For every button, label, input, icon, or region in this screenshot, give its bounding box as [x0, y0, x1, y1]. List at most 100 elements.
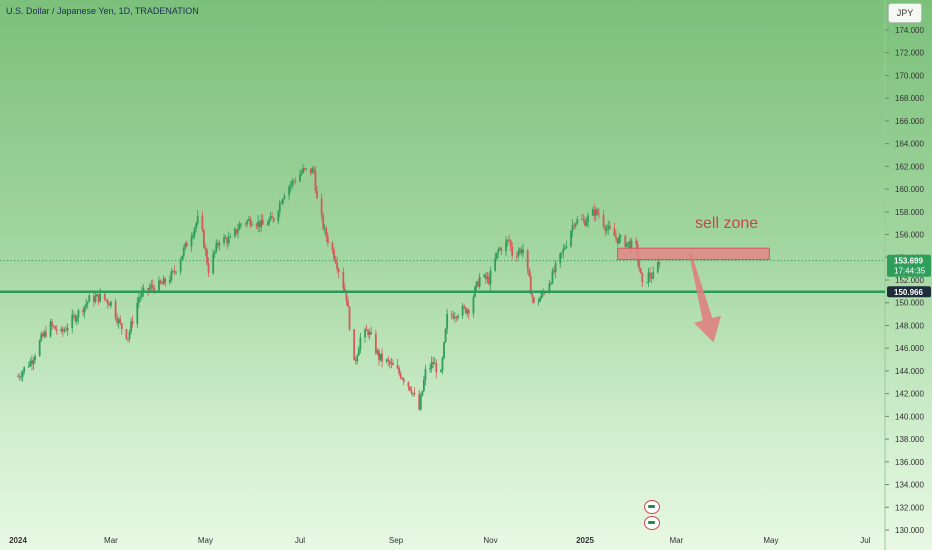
candle-body: [410, 390, 413, 394]
candle-body: [258, 221, 261, 228]
candle-body: [639, 268, 642, 274]
candle-body: [224, 237, 227, 239]
candle-body: [602, 214, 605, 227]
candle-body: [299, 174, 301, 182]
candle-body: [280, 202, 283, 204]
candle-body: [312, 168, 315, 171]
candle-body: [347, 300, 349, 307]
event-flag-icon[interactable]: [644, 500, 660, 514]
candle-body: [240, 223, 242, 225]
current-price-tag: [887, 254, 931, 277]
candle-body: [593, 209, 596, 216]
candle-body: [551, 270, 554, 284]
candle-body: [244, 223, 247, 225]
candle-body: [598, 213, 600, 215]
candle-body: [106, 300, 109, 304]
candle-body: [365, 329, 368, 331]
candle-body: [41, 334, 44, 337]
candle-body: [266, 224, 269, 226]
y-tick-label: 172.000: [895, 49, 924, 58]
candle-body: [93, 295, 95, 302]
candle-body: [201, 215, 204, 230]
currency-selector[interactable]: JPY: [888, 3, 922, 23]
candle-body: [164, 278, 167, 283]
candle-body: [229, 236, 232, 238]
candle-body: [269, 215, 272, 221]
candle-body: [75, 317, 78, 322]
support-price-value: 150.966: [894, 288, 923, 297]
candle-body: [368, 332, 371, 335]
candle-body: [407, 381, 410, 387]
candle-body: [604, 226, 607, 231]
candle-body: [508, 239, 510, 241]
candle-body: [173, 270, 176, 272]
candle-body: [175, 271, 177, 273]
candle-body: [385, 359, 388, 362]
candle-body: [554, 263, 557, 273]
sell-zone-label: sell zone: [695, 215, 758, 232]
candle-body: [203, 229, 205, 248]
y-tick-label: 162.000: [895, 162, 924, 171]
candle-body: [305, 168, 308, 170]
candle-body: [345, 292, 348, 301]
symbol-title: U.S. Dollar / Japanese Yen, 1D, TRADENAT…: [6, 6, 199, 16]
candle-body: [584, 219, 586, 226]
x-tick-label: Mar: [104, 536, 118, 545]
candle-body: [320, 198, 323, 215]
candle-body: [168, 279, 171, 283]
y-tick-label: 148.000: [895, 321, 924, 330]
x-tick-label: May: [763, 536, 778, 545]
candle-body: [422, 380, 425, 391]
candle-body: [649, 272, 651, 278]
candle-body: [110, 301, 112, 306]
current-price-value: 153.699: [894, 257, 923, 266]
candle-body: [117, 319, 120, 323]
candle-body: [488, 276, 490, 285]
candle-body: [137, 297, 140, 303]
x-tick-label: May: [198, 536, 213, 545]
candle-body: [409, 386, 411, 391]
candle-body: [396, 365, 399, 369]
candle-body: [359, 337, 362, 349]
candle-body: [294, 181, 297, 182]
candle-body: [153, 287, 156, 292]
candle-body: [150, 284, 153, 288]
candle-body: [559, 253, 562, 264]
candle-body: [342, 272, 345, 289]
support-price-tag: [887, 286, 931, 298]
candle-body: [142, 288, 145, 292]
candle-body: [249, 219, 252, 226]
candle-body: [399, 373, 402, 378]
event-flag-icon[interactable]: [644, 516, 660, 530]
candle-body: [390, 362, 393, 364]
candle-body: [291, 180, 294, 185]
y-tick-label: 136.000: [895, 458, 924, 467]
candle-body: [130, 321, 132, 332]
candle-body: [497, 249, 500, 253]
candle-body: [484, 274, 487, 280]
x-tick-label: 2024: [9, 536, 27, 545]
candle-body: [356, 355, 359, 362]
candle-body: [392, 362, 394, 366]
candle-body: [336, 262, 339, 270]
candle-body: [364, 329, 366, 338]
candle-body: [159, 280, 162, 284]
candle-body: [192, 234, 194, 238]
candle-body: [539, 297, 541, 302]
candle-body: [190, 237, 193, 247]
candle-body: [537, 301, 540, 303]
candle-body: [500, 248, 503, 252]
candle-body: [316, 190, 318, 199]
candle-body: [128, 331, 131, 339]
candle-body: [31, 360, 33, 365]
candle-body: [233, 228, 236, 237]
candle-body: [131, 321, 134, 324]
candle-body: [370, 332, 373, 334]
candle-body: [120, 323, 123, 330]
candle-body: [498, 248, 501, 250]
candle-body: [103, 293, 106, 300]
candle-body: [464, 307, 467, 314]
y-tick-label: 150.000: [895, 299, 924, 308]
